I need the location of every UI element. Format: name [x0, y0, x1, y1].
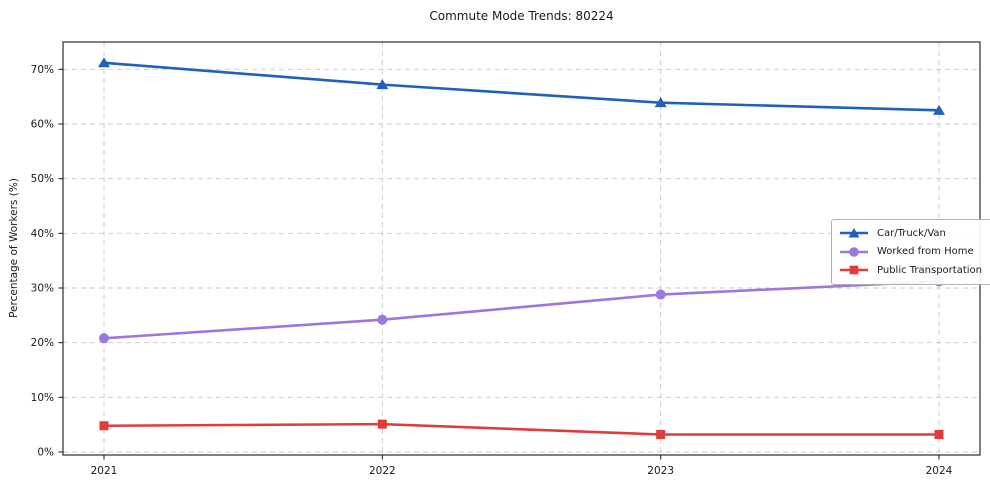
series-worked-from-home-marker-circle-icon	[377, 314, 388, 325]
y-tick-label: 10%	[31, 392, 54, 404]
legend-item-car-truck-van: Car/Truck/Van	[838, 224, 982, 243]
legend-item-public-transportation: Public Transportation	[838, 261, 982, 280]
series-worked-from-home-marker-circle-icon	[99, 333, 109, 344]
y-tick-label: 50%	[31, 173, 54, 185]
legend-item-worked-from-home: Worked from Home	[838, 243, 982, 262]
y-tick-label: 40%	[31, 228, 54, 240]
x-tick-label: 2021	[91, 465, 118, 477]
legend-label: Car/Truck/Van	[877, 227, 946, 239]
legend-square-icon	[840, 265, 868, 275]
y-tick-label: 60%	[31, 119, 54, 131]
series-car-truck-van-marker-triangle-icon	[98, 57, 110, 68]
y-tick-label: 20%	[31, 337, 54, 349]
x-tick-label: 2023	[647, 465, 674, 477]
series-public-transportation-marker-square-icon	[934, 430, 944, 440]
legend-label: Worked from Home	[877, 246, 974, 258]
series-car-truck-van-marker-triangle-icon	[933, 104, 945, 115]
legend-triangle-icon	[840, 228, 868, 238]
legend-circle-icon	[840, 246, 868, 257]
legend-label: Public Transportation	[877, 264, 982, 276]
legend: Car/Truck/Van Worked from Home Public Tran…	[831, 219, 990, 285]
series-public-transportation-marker-square-icon	[377, 419, 387, 429]
series-public-transportation-marker-square-icon	[99, 421, 109, 431]
series-car-truck-van-marker-triangle-icon	[654, 97, 667, 108]
series-worked-from-home-marker-circle-icon	[655, 289, 666, 300]
x-tick-label: 2022	[369, 465, 396, 477]
y-tick-label: 0%	[37, 447, 54, 459]
series-line-public-transportation	[102, 422, 941, 436]
x-tick-label: 2024	[926, 465, 953, 477]
series-public-transportation-marker-square-icon	[656, 430, 666, 440]
y-tick-label: 70%	[31, 64, 54, 76]
series-line-car-truck-van	[102, 61, 941, 112]
y-tick-label: 30%	[31, 283, 54, 295]
chart-title: Commute Mode Trends: 80224	[429, 9, 614, 23]
series-car-truck-van-marker-triangle-icon	[376, 79, 389, 90]
series-line-worked-from-home	[102, 280, 941, 340]
